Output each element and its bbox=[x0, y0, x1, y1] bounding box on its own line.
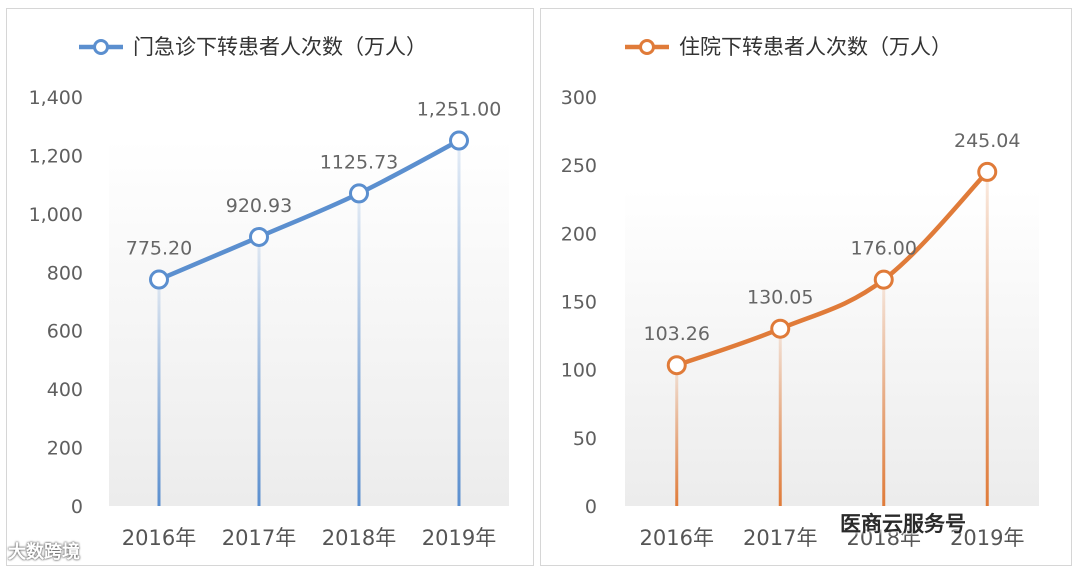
drop-line bbox=[985, 171, 989, 506]
y-tick-label: 1,000 bbox=[29, 204, 83, 226]
x-category-label: 2016年 bbox=[122, 526, 196, 550]
series-line bbox=[674, 169, 990, 368]
y-tick-label: 1,200 bbox=[29, 145, 83, 167]
drop-line bbox=[675, 365, 679, 506]
x-category-label: 2018年 bbox=[322, 526, 396, 550]
legend-label: 门急诊下转患者人次数（万人） bbox=[133, 35, 427, 59]
data-label: 1125.73 bbox=[320, 151, 399, 173]
y-tick-label: 0 bbox=[71, 496, 83, 518]
watermark-left: 大数跨境 bbox=[8, 542, 80, 563]
y-tick-label: 250 bbox=[561, 155, 597, 177]
data-label: 130.05 bbox=[747, 287, 813, 309]
y-tick-label: 800 bbox=[47, 262, 83, 284]
y-tick-label: 200 bbox=[561, 223, 597, 245]
y-tick-label: 600 bbox=[47, 321, 83, 343]
drop-line bbox=[257, 236, 261, 506]
y-tick-label: 0 bbox=[585, 496, 597, 518]
data-point bbox=[666, 355, 687, 376]
x-category-label: 2019年 bbox=[950, 526, 1024, 550]
x-category-label: 2016年 bbox=[640, 526, 714, 550]
drop-line bbox=[357, 193, 361, 506]
data-point bbox=[149, 269, 169, 290]
drop-line bbox=[882, 279, 886, 506]
legend-marker-icon bbox=[93, 39, 109, 55]
y-tick-label: 100 bbox=[561, 360, 597, 382]
right-chart-svg: 0 50 100 150 200 250 300 103.26 130.05 176.00 245.… bbox=[561, 35, 1039, 550]
y-tick-label: 150 bbox=[561, 292, 597, 314]
y-tick-label: 200 bbox=[47, 438, 83, 460]
drop-line bbox=[157, 279, 161, 506]
series-line bbox=[156, 138, 462, 282]
left-chart-panel: 0 200 400 600 800 1,000 1,200 1,400 775.20 920.93… bbox=[6, 8, 534, 566]
data-label: 103.26 bbox=[644, 323, 710, 345]
x-category-label: 2017年 bbox=[743, 526, 817, 550]
data-label: 920.93 bbox=[226, 195, 292, 217]
data-point bbox=[977, 161, 998, 182]
y-tick-label: 1,400 bbox=[29, 87, 83, 109]
plot-area bbox=[109, 139, 509, 506]
y-tick-label: 400 bbox=[47, 379, 83, 401]
legend-marker-icon bbox=[639, 39, 655, 55]
data-point bbox=[249, 226, 269, 247]
x-category-label: 2017年 bbox=[222, 526, 296, 550]
y-tick-label: 50 bbox=[573, 428, 597, 450]
data-label: 1,251.00 bbox=[417, 99, 502, 121]
data-point bbox=[349, 183, 369, 204]
data-point bbox=[770, 318, 791, 339]
data-point bbox=[873, 269, 894, 290]
drop-line bbox=[457, 140, 461, 506]
watermark-right: 医商云服务号 bbox=[840, 512, 966, 536]
legend-label: 住院下转患者人次数（万人） bbox=[679, 35, 952, 59]
data-point bbox=[449, 130, 469, 151]
x-category-label: 2019年 bbox=[422, 526, 496, 550]
left-chart-svg: 0 200 400 600 800 1,000 1,200 1,400 775.20 920.93… bbox=[29, 35, 509, 550]
y-tick-label: 300 bbox=[561, 87, 597, 109]
data-label: 176.00 bbox=[851, 238, 917, 260]
plot-area bbox=[625, 189, 1039, 506]
x-category-label: 2018年 bbox=[847, 526, 921, 550]
right-chart-panel: 0 50 100 150 200 250 300 103.26 130.05 176.00 245.… bbox=[540, 8, 1072, 566]
data-label: 775.20 bbox=[126, 238, 192, 260]
drop-line bbox=[778, 328, 782, 506]
data-label: 245.04 bbox=[954, 130, 1020, 152]
